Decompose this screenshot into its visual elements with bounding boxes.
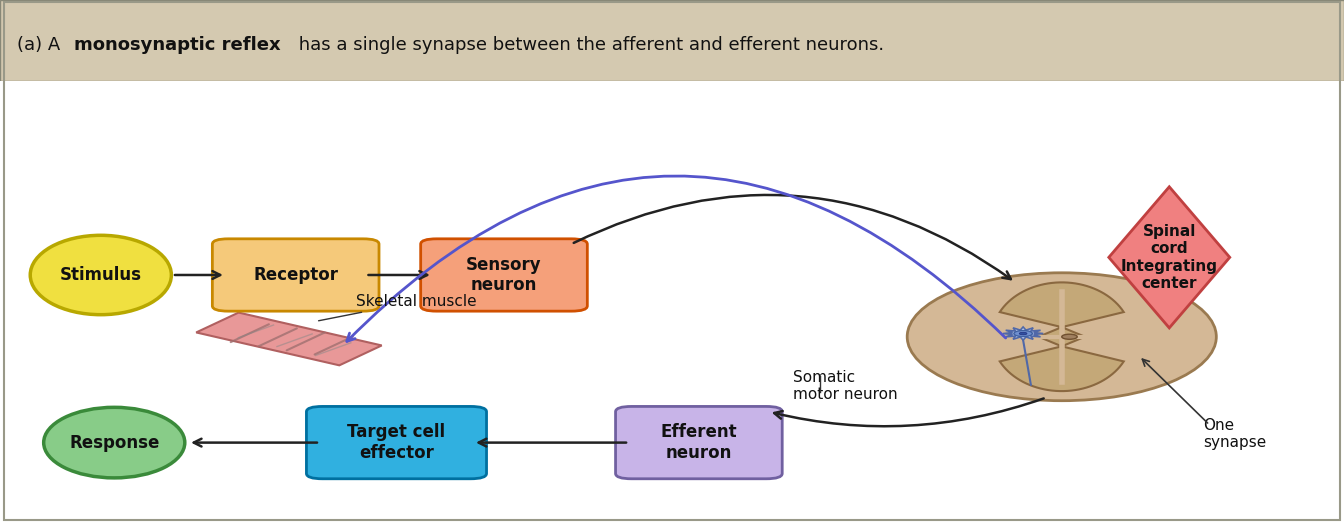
Text: Efferent
neuron: Efferent neuron xyxy=(660,423,738,462)
Polygon shape xyxy=(1000,282,1124,391)
Ellipse shape xyxy=(43,407,185,478)
Text: One
synapse: One synapse xyxy=(1203,418,1266,450)
Text: Receptor: Receptor xyxy=(253,266,339,284)
FancyBboxPatch shape xyxy=(616,407,782,479)
Circle shape xyxy=(1019,333,1027,335)
Polygon shape xyxy=(196,313,382,365)
Text: Target cell
effector: Target cell effector xyxy=(347,423,446,462)
Polygon shape xyxy=(1109,187,1230,328)
FancyBboxPatch shape xyxy=(421,239,587,311)
Polygon shape xyxy=(1003,327,1043,340)
Circle shape xyxy=(1013,330,1032,337)
Text: Spinal
cord
Integrating
center: Spinal cord Integrating center xyxy=(1121,224,1218,291)
Text: Stimulus: Stimulus xyxy=(59,266,142,284)
Text: (a) A: (a) A xyxy=(17,35,66,53)
FancyBboxPatch shape xyxy=(0,0,1344,81)
Text: Response: Response xyxy=(69,434,160,452)
Text: has a single synapse between the afferent and efferent neurons.: has a single synapse between the afferen… xyxy=(293,35,884,53)
FancyBboxPatch shape xyxy=(306,407,487,479)
FancyBboxPatch shape xyxy=(212,239,379,311)
Ellipse shape xyxy=(907,273,1216,401)
Text: monosynaptic reflex: monosynaptic reflex xyxy=(74,35,281,53)
Text: Somatic
motor neuron: Somatic motor neuron xyxy=(793,370,898,402)
Circle shape xyxy=(1062,334,1078,339)
Ellipse shape xyxy=(30,235,172,315)
Text: Skeletal muscle: Skeletal muscle xyxy=(319,294,477,321)
Text: Sensory
neuron: Sensory neuron xyxy=(466,256,542,294)
